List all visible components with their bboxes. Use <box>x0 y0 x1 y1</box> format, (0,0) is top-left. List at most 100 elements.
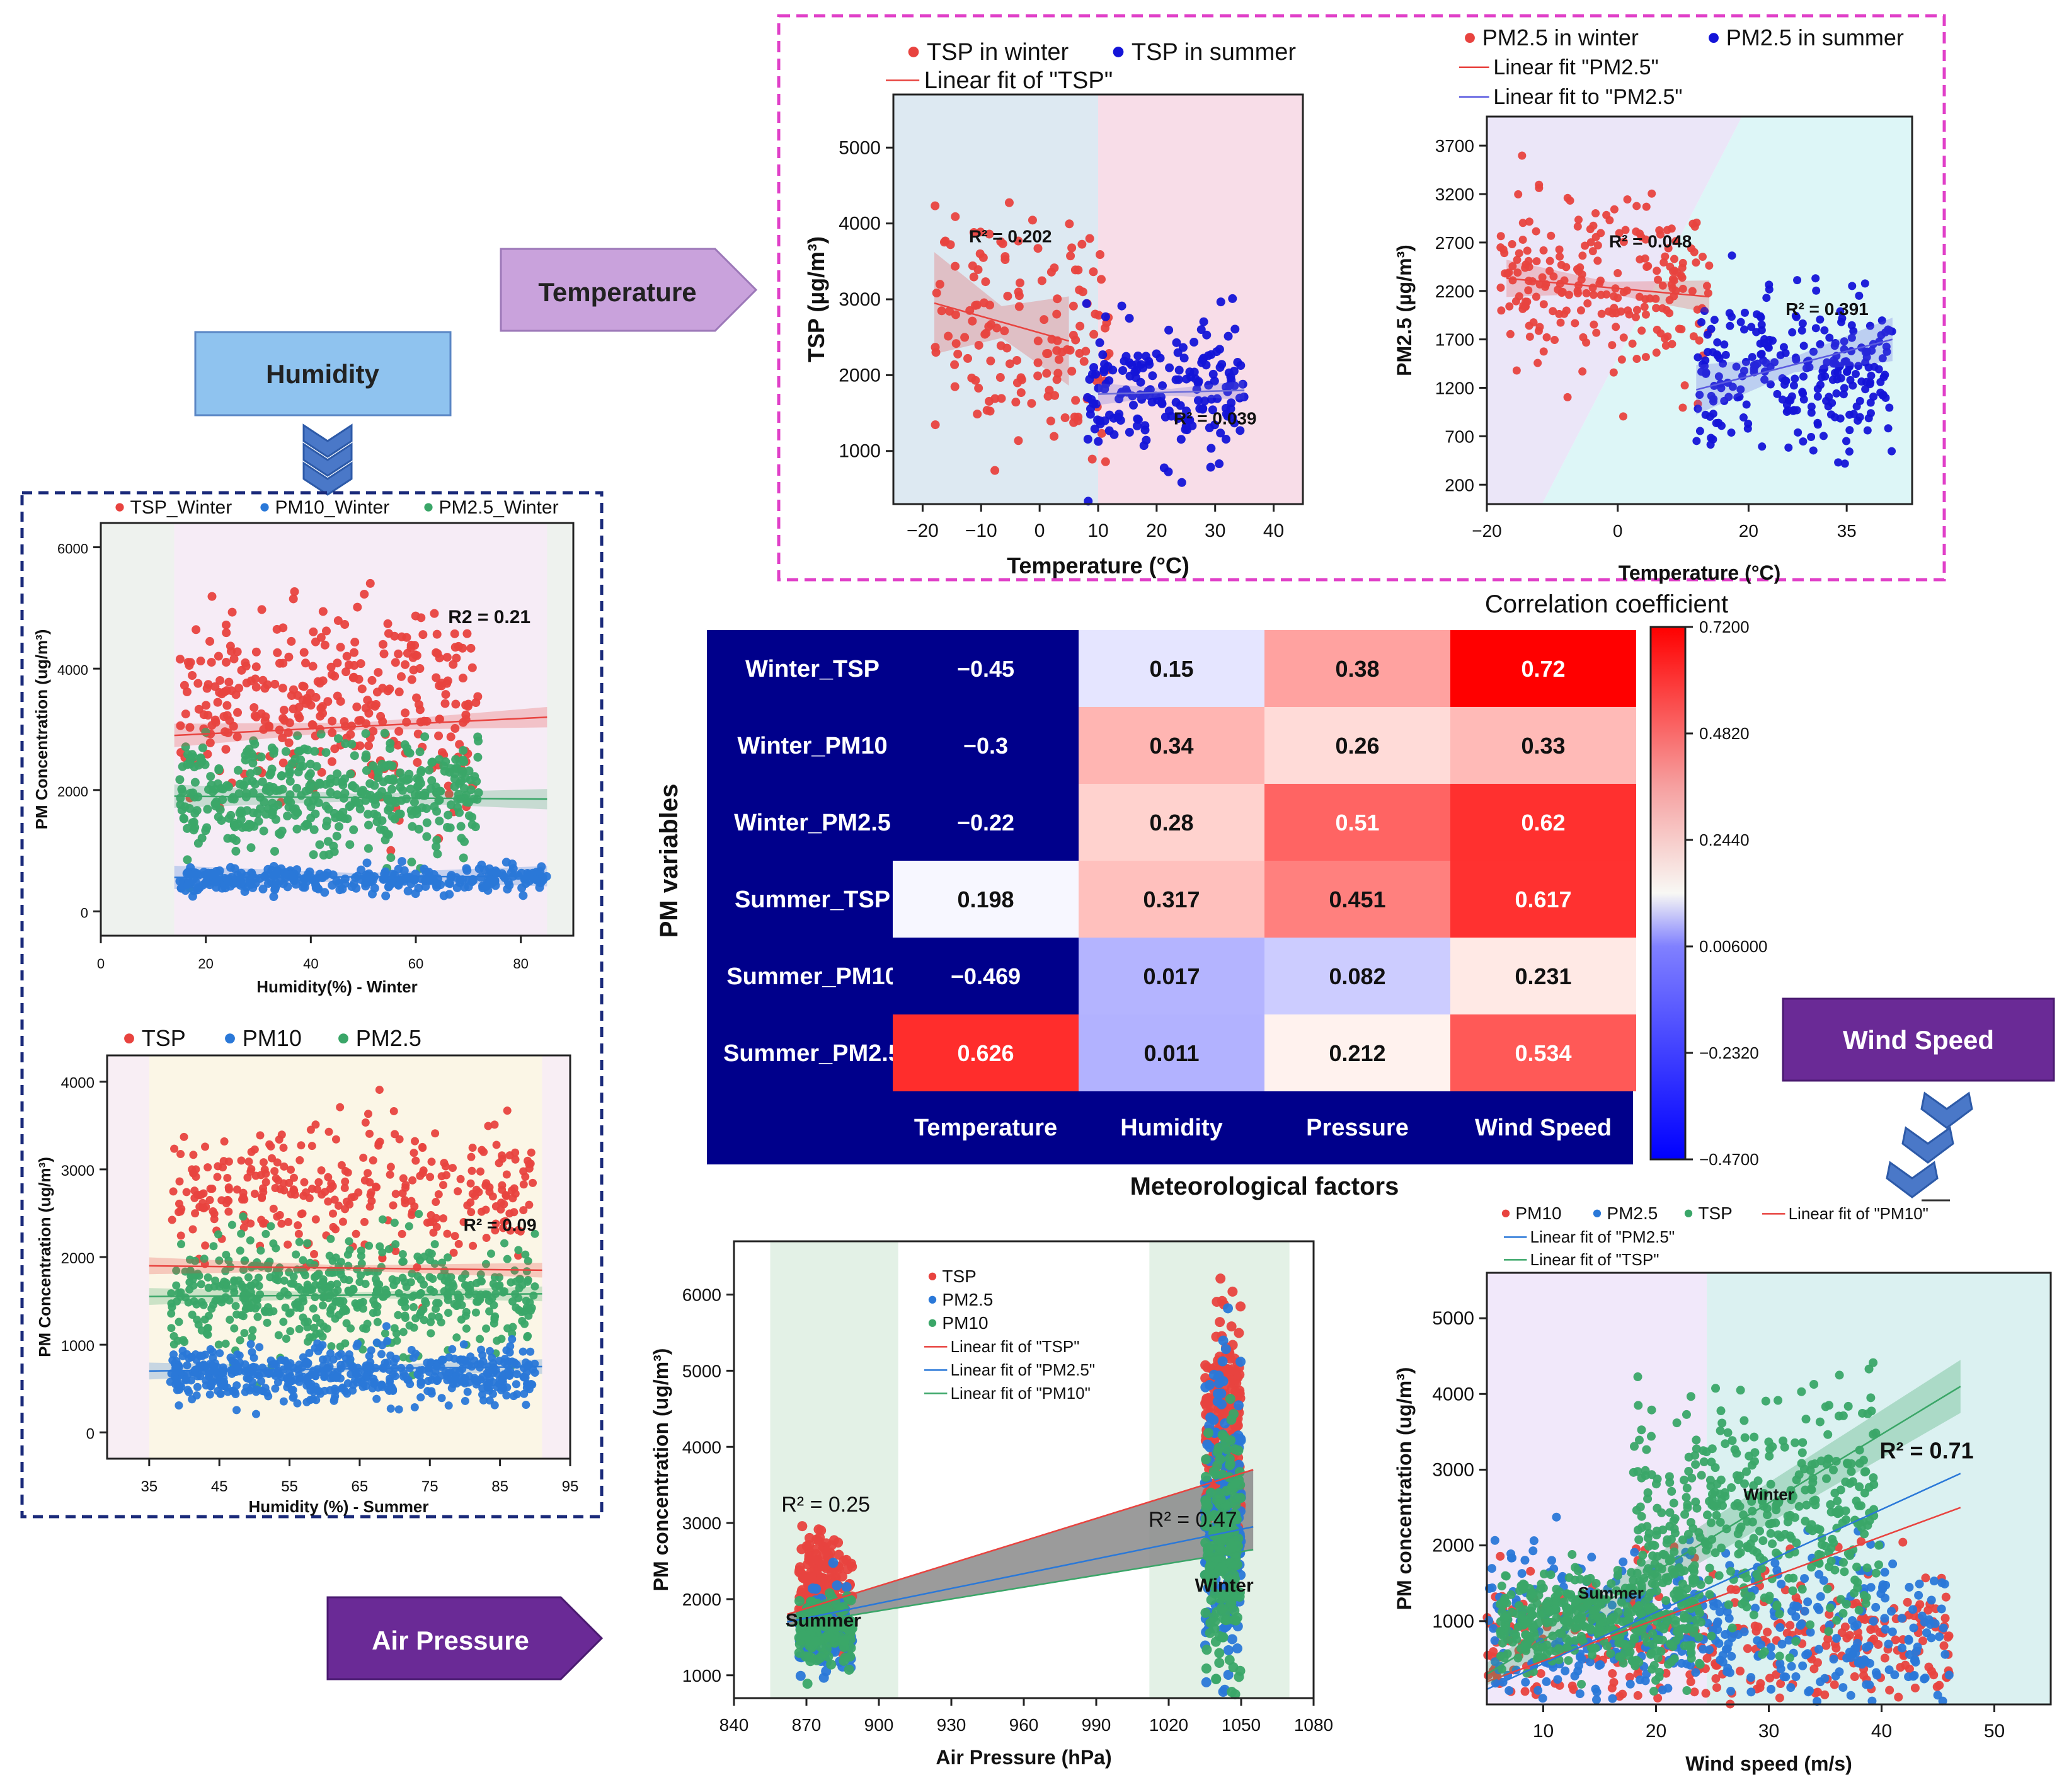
data-point <box>1642 263 1651 271</box>
data-point <box>1201 1454 1211 1464</box>
data-point <box>1164 468 1172 476</box>
data-point <box>1175 365 1184 374</box>
data-point <box>464 766 473 775</box>
data-point <box>950 360 959 369</box>
data-point <box>1845 447 1854 456</box>
x-axis-label: Air Pressure (hPa) <box>936 1746 1111 1769</box>
data-point <box>521 1173 529 1181</box>
legend-pm25-winter: PM2.5 in winter <box>1482 25 1639 50</box>
data-point <box>231 822 239 831</box>
y-tick-label: 1700 <box>1435 330 1474 350</box>
data-point <box>361 1176 369 1185</box>
data-point <box>270 680 279 689</box>
data-point <box>222 658 231 667</box>
data-point <box>1632 355 1641 363</box>
data-point <box>1215 1273 1225 1284</box>
data-point <box>315 779 324 788</box>
data-point <box>985 397 994 406</box>
data-point <box>188 818 197 827</box>
data-point <box>214 1231 222 1239</box>
data-point <box>348 782 357 791</box>
data-point <box>981 277 990 286</box>
data-point <box>794 1596 805 1606</box>
data-point <box>1741 309 1749 317</box>
data-point <box>303 1239 311 1248</box>
data-point <box>1678 273 1687 282</box>
data-point <box>387 1163 395 1171</box>
x-tick-label: 870 <box>792 1715 822 1735</box>
data-point <box>401 708 410 717</box>
y-tick-label: 2200 <box>1435 282 1474 301</box>
data-point <box>363 858 372 867</box>
data-point <box>931 420 940 429</box>
data-point <box>1695 336 1704 345</box>
data-point <box>361 882 370 890</box>
data-point <box>180 681 189 690</box>
data-point <box>279 1144 287 1152</box>
heatmap-value: 0.231 <box>1515 963 1571 989</box>
r2-annotation: R2 = 0.21 <box>448 607 530 628</box>
data-point <box>401 740 410 749</box>
data-point <box>482 1324 490 1333</box>
data-point <box>1518 152 1526 160</box>
data-point <box>433 630 442 639</box>
data-point <box>167 1324 175 1332</box>
wind-chevrons <box>1887 1093 1972 1197</box>
data-point <box>990 466 999 475</box>
data-point <box>188 671 197 680</box>
data-point <box>311 1120 319 1129</box>
data-point <box>261 1230 270 1238</box>
data-point <box>1775 1694 1784 1703</box>
summer-region <box>1098 95 1303 504</box>
data-point <box>284 1241 292 1249</box>
data-point <box>1000 255 1009 264</box>
data-point <box>407 807 416 815</box>
data-point <box>404 887 413 895</box>
data-point <box>971 376 980 385</box>
x-tick-label: 40 <box>303 956 318 972</box>
data-point <box>338 778 347 786</box>
data-point <box>1218 1336 1229 1346</box>
data-point <box>931 202 939 210</box>
data-point <box>294 747 303 755</box>
data-point <box>415 664 424 673</box>
data-point <box>407 1197 415 1205</box>
data-point <box>291 755 300 764</box>
data-point <box>415 1210 423 1218</box>
legend-marker <box>338 1033 348 1043</box>
data-point <box>232 1406 241 1414</box>
x-axis-label: Humidity (%) - Summer <box>248 1497 428 1516</box>
data-point <box>796 1671 806 1681</box>
data-point <box>1046 416 1055 425</box>
data-point <box>1610 369 1618 377</box>
data-point <box>518 1317 526 1325</box>
data-point <box>258 605 267 614</box>
data-point <box>1743 401 1751 409</box>
x-tick-label: 75 <box>421 1478 438 1495</box>
data-point <box>1681 381 1689 389</box>
data-point <box>1003 292 1012 301</box>
data-point <box>192 1173 200 1181</box>
data-point <box>302 1398 311 1406</box>
data-point <box>188 1165 196 1173</box>
data-point <box>808 1583 818 1594</box>
data-point <box>267 1222 275 1231</box>
data-point <box>416 705 425 714</box>
data-point <box>1652 304 1660 312</box>
humidity-callout: Humidity <box>195 332 450 495</box>
data-point <box>331 1314 339 1323</box>
data-point <box>522 1401 530 1409</box>
data-point <box>228 834 237 843</box>
data-point <box>1670 255 1678 263</box>
data-point <box>459 674 467 682</box>
data-point <box>341 1339 349 1347</box>
data-point <box>270 1205 278 1213</box>
data-point <box>450 1355 459 1363</box>
data-point <box>187 1353 195 1361</box>
data-point <box>448 1345 456 1353</box>
data-point <box>1226 1599 1236 1609</box>
data-point <box>209 1242 217 1250</box>
data-point <box>388 761 397 770</box>
air-pressure-callout-label: Air Pressure <box>372 1626 529 1655</box>
